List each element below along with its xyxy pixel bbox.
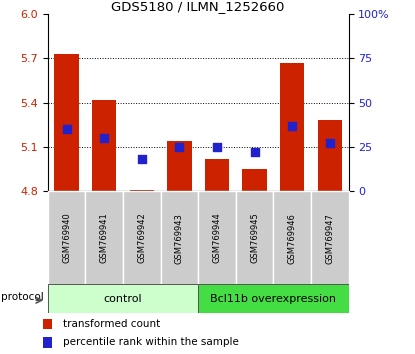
- Text: GSM769940: GSM769940: [62, 213, 71, 263]
- Bar: [48, 191, 85, 285]
- Point: [327, 141, 333, 146]
- Bar: [317, 120, 342, 191]
- Point: [176, 144, 183, 150]
- Bar: [198, 284, 349, 313]
- Bar: [236, 191, 273, 285]
- Point: [63, 126, 70, 132]
- Bar: [48, 284, 198, 313]
- Bar: [311, 191, 349, 285]
- Point: [139, 156, 145, 162]
- Point: [289, 123, 295, 129]
- Text: GSM769946: GSM769946: [288, 213, 297, 263]
- Point: [101, 135, 107, 141]
- Bar: [273, 191, 311, 285]
- Text: protocol: protocol: [1, 292, 44, 302]
- Text: GSM769947: GSM769947: [325, 213, 334, 263]
- Bar: [129, 190, 154, 191]
- Point: [214, 144, 220, 150]
- Bar: [167, 141, 192, 191]
- Text: control: control: [104, 294, 142, 304]
- Title: GDS5180 / ILMN_1252660: GDS5180 / ILMN_1252660: [112, 0, 285, 13]
- Bar: [92, 100, 116, 191]
- Bar: [54, 54, 79, 191]
- Bar: [205, 159, 229, 191]
- Bar: [43, 319, 52, 329]
- Text: GSM769941: GSM769941: [100, 213, 109, 263]
- Point: [251, 149, 258, 155]
- Bar: [280, 63, 305, 191]
- Text: GSM769944: GSM769944: [212, 213, 222, 263]
- Text: GSM769943: GSM769943: [175, 213, 184, 263]
- Bar: [43, 337, 52, 348]
- Bar: [198, 191, 236, 285]
- Bar: [161, 191, 198, 285]
- Bar: [85, 191, 123, 285]
- Text: GSM769942: GSM769942: [137, 213, 146, 263]
- Text: percentile rank within the sample: percentile rank within the sample: [63, 337, 239, 347]
- Text: transformed count: transformed count: [63, 319, 161, 329]
- Text: Bcl11b overexpression: Bcl11b overexpression: [210, 294, 337, 304]
- Bar: [123, 191, 161, 285]
- Text: GSM769945: GSM769945: [250, 213, 259, 263]
- Bar: [242, 169, 267, 191]
